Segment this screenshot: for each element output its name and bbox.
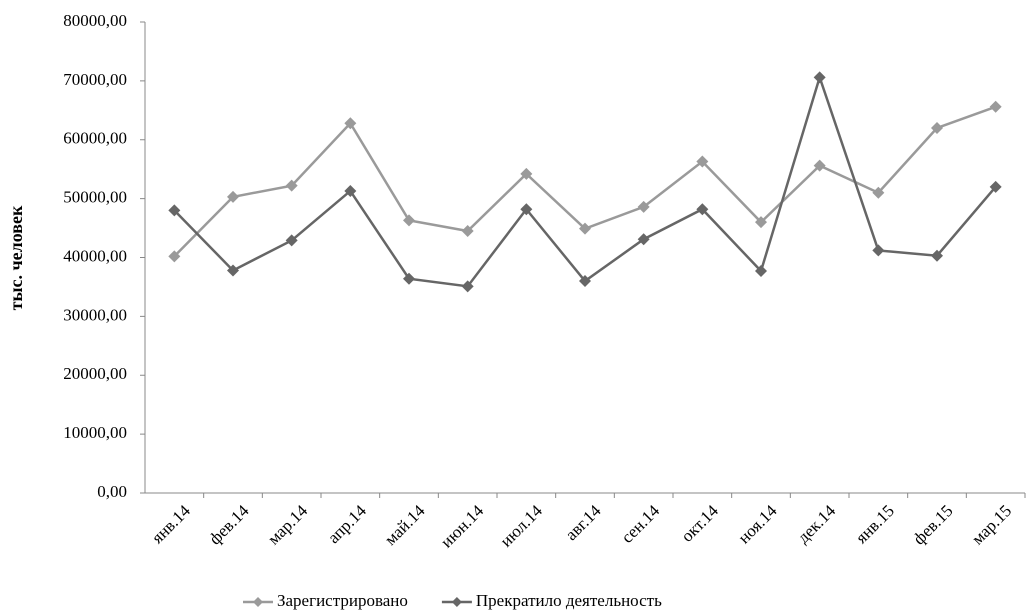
point <box>755 265 767 278</box>
point <box>520 167 533 180</box>
legend-label: Прекратило деятельность <box>476 591 662 610</box>
point <box>285 179 298 192</box>
legend-marker <box>253 597 263 607</box>
x-tick-label: янв.15 <box>852 501 898 547</box>
point <box>989 100 1002 113</box>
point <box>813 159 826 172</box>
x-tick-label: янв.14 <box>148 501 194 547</box>
y-tick-label: 20000,00 <box>63 364 127 383</box>
point <box>344 117 357 130</box>
point <box>989 180 1002 193</box>
y-tick-label: 0,00 <box>97 482 127 501</box>
y-tick-label: 10000,00 <box>63 423 127 442</box>
point <box>579 222 591 235</box>
x-tick-label: сен.14 <box>618 501 664 547</box>
point <box>168 204 181 217</box>
point <box>227 264 239 277</box>
point <box>227 190 239 203</box>
point <box>696 155 709 168</box>
legend-marker <box>451 597 462 607</box>
x-tick-label: мар.14 <box>264 501 312 549</box>
x-tick-label: ноя.14 <box>734 501 781 548</box>
x-tick-label: фев.15 <box>909 501 956 548</box>
legend-label: Зарегистрировано <box>277 591 408 610</box>
x-tick-label: дек.14 <box>793 501 839 547</box>
y-tick-label: 30000,00 <box>63 305 127 324</box>
x-tick-label: май.14 <box>381 501 429 549</box>
point <box>813 71 826 84</box>
x-tick-label: апр.14 <box>324 501 370 547</box>
x-tick-label: июл.14 <box>496 501 546 551</box>
x-tick-label: авг.14 <box>562 501 605 544</box>
y-tick-label: 80000,00 <box>63 11 127 30</box>
x-tick-label: июн.14 <box>437 501 488 552</box>
point <box>461 280 474 293</box>
point <box>872 244 885 257</box>
series-line <box>173 73 997 288</box>
point <box>579 275 591 288</box>
y-tick-label: 50000,00 <box>63 188 127 207</box>
point <box>168 250 181 263</box>
point <box>931 121 943 134</box>
y-tick-label: 60000,00 <box>63 129 127 148</box>
y-tick-label: 40000,00 <box>63 246 127 265</box>
point <box>461 225 474 238</box>
x-tick-label: окт.14 <box>677 501 722 546</box>
point <box>285 234 298 247</box>
point <box>931 249 943 262</box>
point <box>872 186 885 199</box>
point <box>696 203 709 216</box>
y-axis-label: тыс. человек <box>6 205 26 310</box>
x-tick-label: фев.14 <box>205 501 253 549</box>
x-tick-label: мар.15 <box>968 501 1015 548</box>
point <box>344 184 357 197</box>
y-tick-label: 70000,00 <box>63 70 127 89</box>
point <box>755 216 767 229</box>
point <box>403 272 415 285</box>
point <box>637 233 650 246</box>
point <box>520 203 533 216</box>
point <box>637 200 650 213</box>
point <box>403 214 415 227</box>
